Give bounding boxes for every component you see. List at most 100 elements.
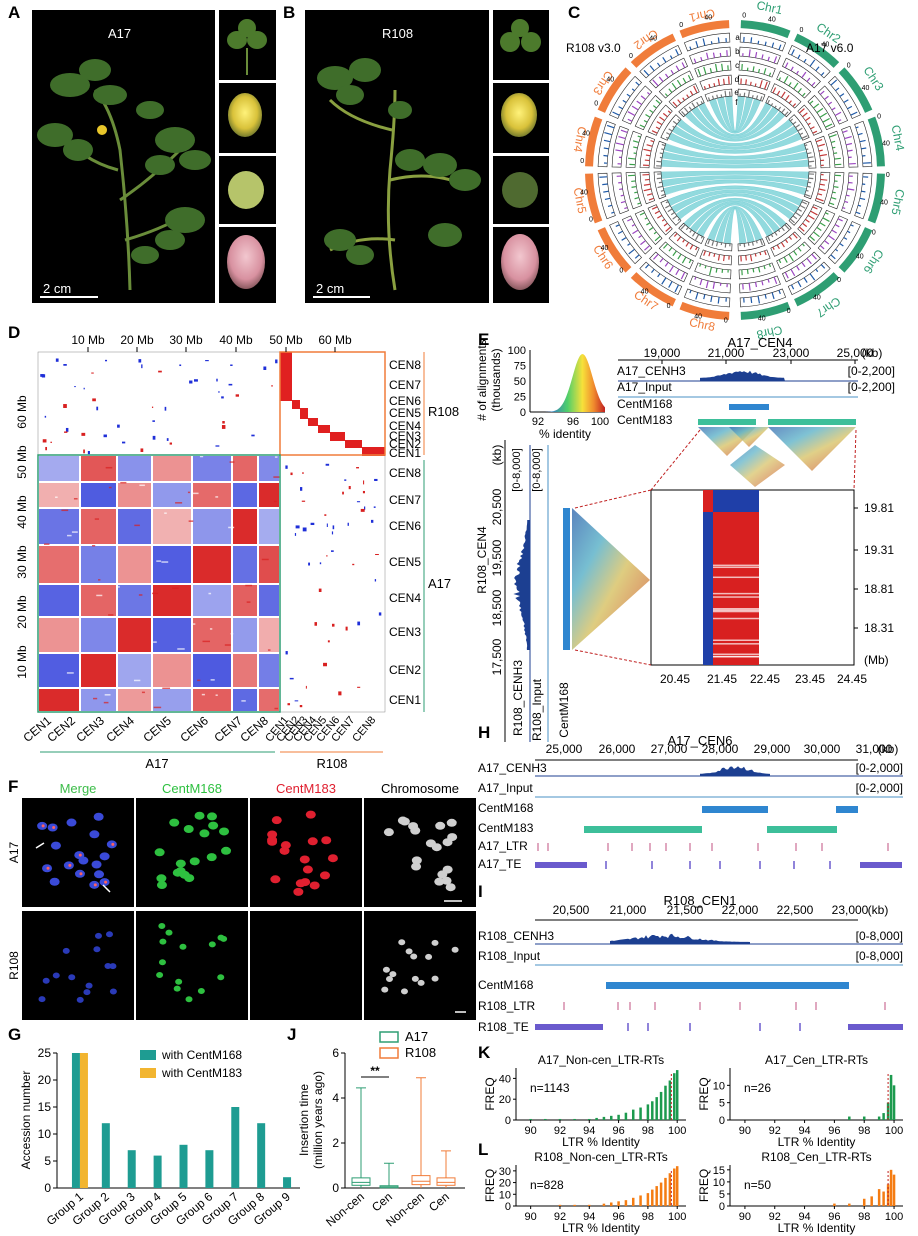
fish-signal — [109, 988, 117, 995]
sparse-dot — [164, 406, 167, 411]
sparse-dot — [374, 478, 378, 481]
sparse-dot — [141, 364, 143, 369]
track-signal — [759, 96, 763, 101]
tick-label: 0 — [589, 217, 593, 224]
circos-track — [827, 221, 861, 265]
y-tick-label: 6 — [332, 1046, 339, 1060]
track-signal — [771, 42, 775, 48]
track-signal — [697, 68, 702, 77]
track-signal — [682, 77, 687, 84]
hist-y-tick: 0 — [520, 407, 526, 419]
hist-bar — [882, 1191, 885, 1206]
centm168-bar — [702, 806, 768, 813]
x-tick-label: 50 Mb — [269, 333, 303, 347]
track-signal — [759, 252, 762, 256]
track-signal — [643, 183, 651, 186]
fish-signal — [78, 853, 82, 857]
h-tick-label: 25,000 — [546, 742, 583, 756]
track-signal — [620, 194, 624, 197]
track-signal — [755, 95, 759, 100]
hist-n: n=1143 — [530, 1081, 570, 1095]
track-signal — [801, 71, 807, 79]
y-tick-label: 40 Mb — [15, 495, 29, 529]
track-signal — [761, 54, 764, 60]
fish-signal — [411, 975, 419, 982]
fish-signal — [94, 932, 102, 939]
y-tick-label: 0 — [719, 1201, 725, 1213]
track-signal — [700, 101, 703, 104]
sparse-dot — [323, 662, 328, 667]
dot-noise — [192, 623, 196, 625]
dot-noise — [153, 706, 162, 709]
track-signal — [818, 188, 826, 192]
fish-signal — [417, 979, 425, 986]
repeat-block — [233, 654, 257, 687]
track-signal — [788, 253, 794, 262]
y-tick-label: 15 — [713, 1165, 725, 1177]
track-signal — [703, 294, 706, 300]
sparse-dot — [302, 472, 304, 474]
track-signal — [644, 178, 650, 181]
hist-bar — [659, 1091, 663, 1120]
x-axis-label: LTR % Identity — [562, 1135, 640, 1149]
dot-noise — [245, 584, 253, 587]
circos-track — [689, 275, 731, 294]
x-tick-label: 98 — [858, 1211, 870, 1223]
cenh3-signal — [610, 933, 750, 944]
sparse-dot — [65, 427, 69, 432]
chromosome-ideogram — [740, 20, 791, 39]
track-signal — [792, 215, 798, 220]
track-signal — [809, 235, 816, 241]
track-signal — [790, 118, 794, 122]
track-signal — [771, 292, 775, 300]
track-signal — [813, 103, 820, 109]
dot-noise — [71, 531, 78, 533]
sparse-dot — [64, 431, 68, 433]
tick-label: 0 — [787, 308, 791, 315]
fish-signal — [410, 826, 421, 835]
track-signal — [813, 231, 820, 238]
circos-track — [668, 231, 700, 257]
repeat-block — [118, 618, 151, 652]
track-signal — [717, 254, 721, 261]
e-tick-label: 23,000 — [773, 346, 810, 360]
track-signal — [640, 240, 646, 246]
fish-signal — [280, 841, 291, 850]
sparse-dot — [40, 374, 44, 377]
repeat-block — [39, 509, 79, 544]
track-signal — [811, 81, 816, 87]
y-tick-label: 5 — [719, 1189, 725, 1201]
track-signal — [706, 52, 709, 60]
dot-noise — [55, 496, 58, 498]
track-range: [0-8,000] — [856, 929, 903, 943]
r108-cen-right-label: CEN3 — [389, 429, 421, 443]
y-tick-label: 30 — [499, 1166, 511, 1178]
track-signal — [809, 100, 814, 105]
y-tick-label: 10 — [713, 1177, 725, 1189]
sparse-dot — [263, 366, 267, 370]
e-tick-label: 25,000 — [837, 346, 874, 360]
track-signal — [837, 218, 843, 222]
track-signal — [819, 222, 826, 227]
x-tick-label: 94 — [798, 1125, 810, 1137]
zoom-gap — [713, 643, 759, 645]
category-label: Cen — [369, 1190, 395, 1215]
repeat-block — [153, 654, 191, 687]
track-signal — [807, 152, 812, 155]
track-signal — [801, 261, 806, 268]
h-tick-label: 27,000 — [651, 742, 688, 756]
fish-signal — [435, 821, 446, 830]
track-signal — [668, 128, 673, 132]
track-signal — [797, 54, 801, 59]
track-signal — [783, 75, 789, 84]
track-signal — [749, 254, 753, 262]
track-signal — [757, 295, 761, 304]
h-tick-label: 26,000 — [599, 742, 636, 756]
y-tick-label: 20 Mb — [15, 595, 29, 629]
sparse-dot — [271, 385, 273, 387]
h-unit: (kb) — [878, 742, 899, 756]
track-name: R108_Input — [478, 949, 541, 963]
track-signal — [768, 72, 772, 77]
track-signal — [784, 239, 789, 244]
fish-image — [250, 911, 362, 1020]
